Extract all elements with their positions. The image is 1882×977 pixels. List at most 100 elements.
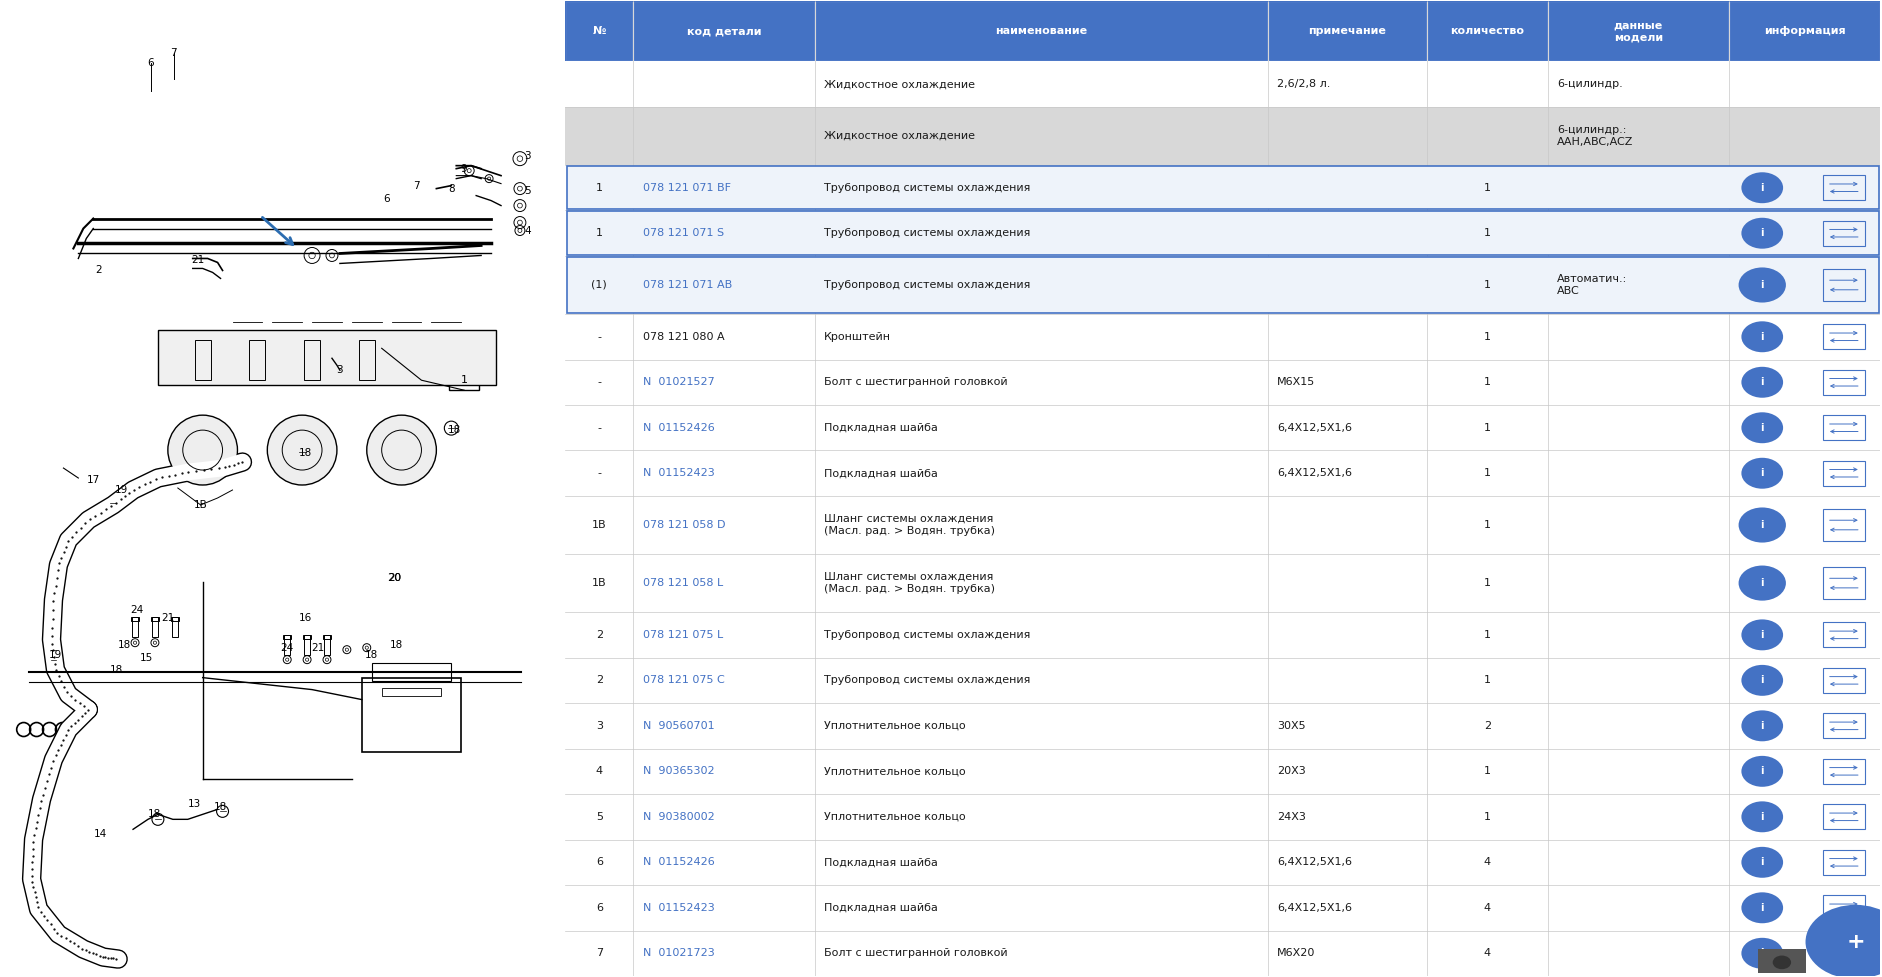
Text: 078 121 075 C: 078 121 075 C [642, 675, 725, 685]
Text: 078 121 071 BF: 078 121 071 BF [642, 183, 730, 192]
Text: Трубопровод системы охлаждения: Трубопровод системы охлаждения [824, 280, 1029, 290]
Bar [1547, 1, 1730, 62]
Text: Болт с шестигранной головкой: Болт с шестигранной головкой [824, 949, 1007, 958]
Text: 1: 1 [1483, 183, 1491, 192]
Bar [565, 360, 1880, 405]
Bar [565, 794, 1880, 839]
Circle shape [1741, 458, 1782, 488]
Bar [565, 1, 634, 62]
Bar [634, 1, 815, 62]
Text: 16: 16 [299, 613, 312, 622]
Text: 24X3: 24X3 [1278, 812, 1306, 822]
Text: 18: 18 [215, 802, 228, 812]
Bar [450, 370, 480, 390]
Text: 6: 6 [597, 903, 602, 913]
Text: 2: 2 [597, 630, 602, 640]
Bar [1822, 369, 1865, 395]
Text: информация: информация [1763, 26, 1846, 36]
Text: 1: 1 [1483, 468, 1491, 478]
Circle shape [1741, 892, 1782, 923]
Text: Уплотнительное кольцо: Уплотнительное кольцо [824, 812, 965, 822]
Bar [132, 616, 137, 637]
Circle shape [1741, 665, 1782, 696]
Bar [152, 616, 158, 637]
Text: 1: 1 [597, 183, 602, 192]
Text: 6,4X12,5X1,6: 6,4X12,5X1,6 [1278, 857, 1353, 868]
Bar [565, 314, 1880, 360]
Circle shape [1741, 938, 1782, 969]
Text: 15: 15 [139, 653, 152, 662]
Text: 17: 17 [87, 475, 100, 485]
Text: 078 121 058 L: 078 121 058 L [642, 578, 723, 588]
Text: 13: 13 [188, 799, 201, 809]
Text: 18: 18 [390, 640, 403, 650]
Bar [1822, 759, 1865, 784]
Circle shape [1739, 268, 1786, 303]
Bar [1822, 713, 1865, 739]
Text: 6,4X12,5X1,6: 6,4X12,5X1,6 [1278, 468, 1353, 478]
Text: 078 121 071 S: 078 121 071 S [642, 229, 725, 238]
Text: 2,6/2,8 л.: 2,6/2,8 л. [1278, 79, 1331, 89]
Bar [815, 1, 1268, 62]
Bar [1822, 461, 1865, 486]
Text: N  90365302: N 90365302 [642, 766, 713, 777]
Bar [565, 106, 1880, 165]
Bar [132, 616, 139, 620]
Bar [361, 678, 461, 752]
Text: 21: 21 [311, 643, 326, 653]
Text: N  01152423: N 01152423 [642, 903, 715, 913]
Circle shape [1741, 619, 1782, 651]
Circle shape [1741, 801, 1782, 832]
Bar [1822, 175, 1865, 200]
Text: i: i [1760, 520, 1763, 530]
Text: 6-цилиндр.: 6-цилиндр. [1556, 79, 1622, 89]
Text: Трубопровод системы охлаждения: Трубопровод системы охлаждения [824, 675, 1029, 685]
Text: Автоматич.:
ABC: Автоматич.: ABC [1556, 274, 1628, 296]
Bar [305, 635, 311, 655]
Text: 078 121 071 AB: 078 121 071 AB [642, 280, 732, 290]
Bar [1822, 567, 1865, 599]
Text: 6: 6 [597, 857, 602, 868]
Text: 1: 1 [1483, 766, 1491, 777]
Text: 20: 20 [388, 573, 401, 583]
Text: i: i [1760, 229, 1763, 238]
Bar [284, 635, 290, 655]
Text: 4: 4 [597, 766, 602, 777]
Text: i: i [1760, 675, 1763, 685]
Bar [565, 658, 1880, 703]
Text: код детали: код детали [687, 26, 762, 36]
Text: i: i [1760, 578, 1763, 588]
Text: 4: 4 [1483, 949, 1491, 958]
Text: данные
модели: данные модели [1613, 21, 1664, 42]
Text: (1): (1) [591, 280, 608, 290]
Circle shape [1739, 507, 1786, 542]
Bar [250, 340, 265, 380]
Text: i: i [1760, 903, 1763, 913]
Text: 1: 1 [1483, 812, 1491, 822]
Text: 1: 1 [1483, 377, 1491, 387]
Text: 18: 18 [149, 809, 162, 820]
Text: -: - [597, 423, 602, 433]
Bar [565, 554, 1880, 613]
Text: 4: 4 [525, 226, 531, 235]
Circle shape [1741, 172, 1782, 203]
Text: M6X20: M6X20 [1278, 949, 1316, 958]
Bar [565, 839, 1880, 885]
Text: 14: 14 [94, 829, 107, 839]
Text: Подкладная шайба: Подкладная шайба [824, 423, 937, 433]
Text: наименование: наименование [996, 26, 1088, 36]
Text: 3: 3 [597, 721, 602, 731]
Text: 6: 6 [147, 58, 154, 67]
Text: 2: 2 [94, 266, 102, 276]
Bar [324, 635, 329, 655]
Bar [1268, 1, 1427, 62]
Bar [566, 257, 1878, 313]
Text: 1B: 1B [194, 500, 207, 510]
Text: 2: 2 [597, 675, 602, 685]
Circle shape [1773, 956, 1792, 969]
Text: 18: 18 [448, 425, 461, 435]
Text: 6,4X12,5X1,6: 6,4X12,5X1,6 [1278, 903, 1353, 913]
Text: 24: 24 [280, 643, 294, 653]
Circle shape [1741, 321, 1782, 353]
Circle shape [1741, 710, 1782, 742]
